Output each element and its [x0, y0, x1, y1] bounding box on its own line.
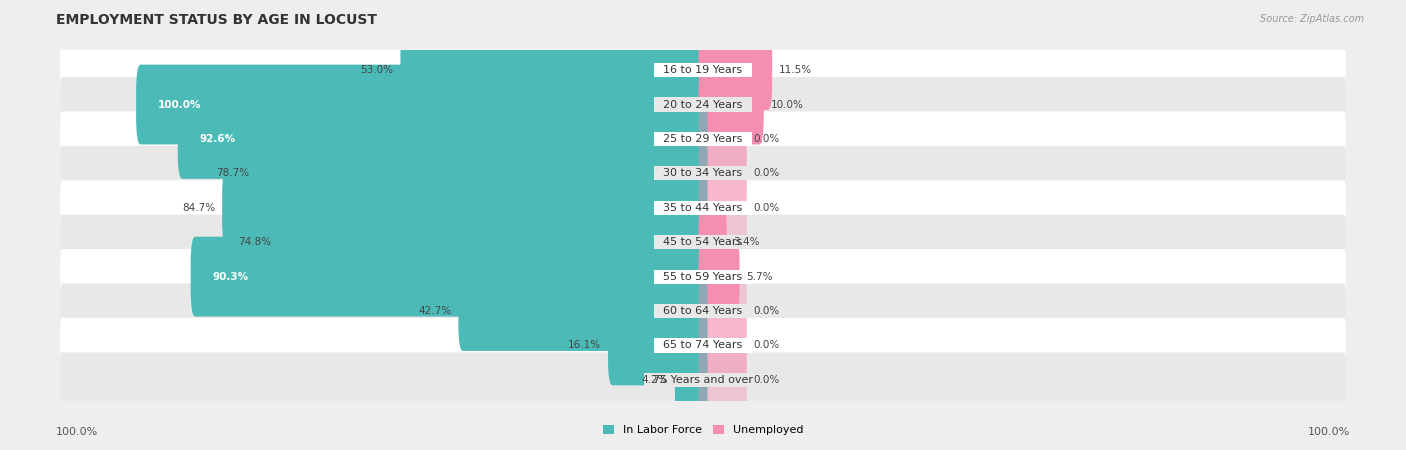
FancyBboxPatch shape: [191, 237, 707, 316]
Text: 84.7%: 84.7%: [183, 203, 215, 213]
Text: 0.0%: 0.0%: [754, 341, 780, 351]
Text: 4.2%: 4.2%: [641, 375, 668, 385]
Text: 55 to 59 Years: 55 to 59 Years: [657, 272, 749, 282]
Text: 100.0%: 100.0%: [56, 427, 98, 437]
FancyBboxPatch shape: [60, 43, 1346, 98]
FancyBboxPatch shape: [60, 112, 1346, 166]
Text: 100.0%: 100.0%: [157, 99, 201, 109]
Text: 100.0%: 100.0%: [1308, 427, 1350, 437]
FancyBboxPatch shape: [699, 30, 772, 110]
FancyBboxPatch shape: [256, 134, 707, 213]
Text: 0.0%: 0.0%: [754, 375, 780, 385]
Text: 65 to 74 Years: 65 to 74 Years: [657, 341, 749, 351]
FancyBboxPatch shape: [699, 340, 747, 420]
FancyBboxPatch shape: [60, 284, 1346, 338]
Text: Source: ZipAtlas.com: Source: ZipAtlas.com: [1260, 14, 1364, 23]
Text: 25 to 29 Years: 25 to 29 Years: [657, 134, 749, 144]
FancyBboxPatch shape: [60, 249, 1346, 304]
FancyBboxPatch shape: [699, 306, 747, 385]
Text: 20 to 24 Years: 20 to 24 Years: [657, 99, 749, 109]
FancyBboxPatch shape: [60, 77, 1346, 132]
FancyBboxPatch shape: [607, 306, 707, 385]
FancyBboxPatch shape: [60, 352, 1346, 407]
FancyBboxPatch shape: [699, 237, 740, 316]
Text: 90.3%: 90.3%: [212, 272, 247, 282]
FancyBboxPatch shape: [60, 318, 1346, 373]
FancyBboxPatch shape: [699, 99, 747, 179]
Text: 16.1%: 16.1%: [568, 341, 602, 351]
Text: 3.4%: 3.4%: [734, 237, 759, 247]
Text: 78.7%: 78.7%: [217, 168, 249, 178]
Text: 0.0%: 0.0%: [754, 203, 780, 213]
FancyBboxPatch shape: [401, 30, 707, 110]
FancyBboxPatch shape: [136, 65, 707, 144]
Text: EMPLOYMENT STATUS BY AGE IN LOCUST: EMPLOYMENT STATUS BY AGE IN LOCUST: [56, 14, 377, 27]
Text: 0.0%: 0.0%: [754, 134, 780, 144]
Legend: In Labor Force, Unemployed: In Labor Force, Unemployed: [603, 425, 803, 435]
FancyBboxPatch shape: [60, 180, 1346, 235]
Text: 10.0%: 10.0%: [770, 99, 803, 109]
Text: 53.0%: 53.0%: [361, 65, 394, 75]
FancyBboxPatch shape: [60, 215, 1346, 270]
Text: 75 Years and over: 75 Years and over: [645, 375, 761, 385]
Text: 92.6%: 92.6%: [200, 134, 235, 144]
FancyBboxPatch shape: [458, 271, 707, 351]
Text: 35 to 44 Years: 35 to 44 Years: [657, 203, 749, 213]
Text: 0.0%: 0.0%: [754, 168, 780, 178]
FancyBboxPatch shape: [675, 340, 707, 420]
Text: 0.0%: 0.0%: [754, 306, 780, 316]
Text: 5.7%: 5.7%: [747, 272, 773, 282]
FancyBboxPatch shape: [699, 65, 763, 144]
Text: 16 to 19 Years: 16 to 19 Years: [657, 65, 749, 75]
FancyBboxPatch shape: [60, 146, 1346, 201]
FancyBboxPatch shape: [222, 168, 707, 248]
FancyBboxPatch shape: [699, 168, 747, 248]
Text: 11.5%: 11.5%: [779, 65, 813, 75]
FancyBboxPatch shape: [699, 271, 747, 351]
FancyBboxPatch shape: [699, 202, 727, 282]
FancyBboxPatch shape: [699, 134, 747, 213]
FancyBboxPatch shape: [177, 99, 707, 179]
Text: 45 to 54 Years: 45 to 54 Years: [657, 237, 749, 247]
FancyBboxPatch shape: [278, 202, 707, 282]
Text: 30 to 34 Years: 30 to 34 Years: [657, 168, 749, 178]
Text: 74.8%: 74.8%: [238, 237, 271, 247]
Text: 42.7%: 42.7%: [419, 306, 451, 316]
Text: 60 to 64 Years: 60 to 64 Years: [657, 306, 749, 316]
